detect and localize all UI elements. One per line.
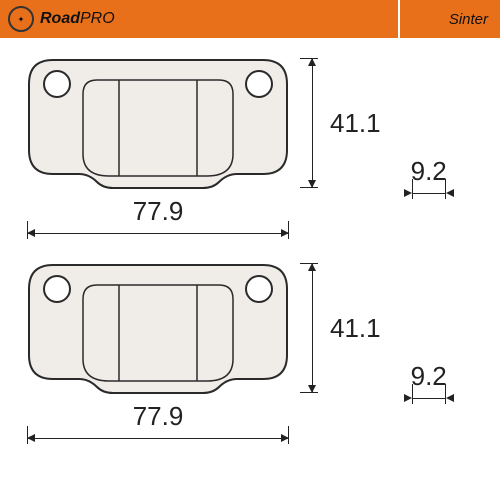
- height-dimension: 41.1: [306, 263, 381, 393]
- width-dimension: 77.9: [27, 196, 289, 241]
- brand-suffix: PRO: [80, 10, 115, 27]
- height-label: 41.1: [330, 313, 381, 344]
- thickness-dimension: 9.2: [411, 156, 447, 201]
- brand-name: RoadPRO: [40, 10, 115, 28]
- thickness-label: 9.2: [411, 156, 447, 187]
- thickness-dim-line: [412, 187, 446, 201]
- header-right: Sinter: [400, 0, 500, 38]
- thickness-dimension: 9.2: [411, 361, 447, 406]
- subbrand-label: Sinter: [449, 11, 488, 28]
- width-dim-line: [27, 227, 289, 241]
- width-label: 77.9: [133, 196, 184, 227]
- thickness-label: 9.2: [411, 361, 447, 392]
- height-dimension: 41.1: [306, 58, 381, 188]
- pad-row: 77.9 41.1 9.2: [18, 58, 482, 241]
- right-dimensions: 41.1 9.2: [298, 263, 482, 406]
- height-dim-line: [306, 263, 320, 393]
- header-mid: [160, 0, 398, 38]
- width-dimension: 77.9: [27, 401, 289, 446]
- brake-pad-icon: [27, 263, 289, 395]
- brake-pad-icon: [27, 58, 289, 190]
- width-label: 77.9: [133, 401, 184, 432]
- height-dim-line: [306, 58, 320, 188]
- pad-region: 77.9: [18, 263, 298, 446]
- pad-row: 77.9 41.1 9.2: [18, 263, 482, 446]
- thickness-dim-line: [412, 392, 446, 406]
- height-label: 41.1: [330, 108, 381, 139]
- brand-logo-icon: ✦: [8, 6, 34, 32]
- right-dimensions: 41.1 9.2: [298, 58, 482, 201]
- header-left: ✦ RoadPRO: [0, 0, 160, 38]
- pad-region: 77.9: [18, 58, 298, 241]
- width-dim-line: [27, 432, 289, 446]
- brand-prefix: Road: [40, 10, 80, 27]
- header-bar: ✦ RoadPRO Sinter: [0, 0, 500, 38]
- content-area: 77.9 41.1 9.2: [0, 38, 500, 478]
